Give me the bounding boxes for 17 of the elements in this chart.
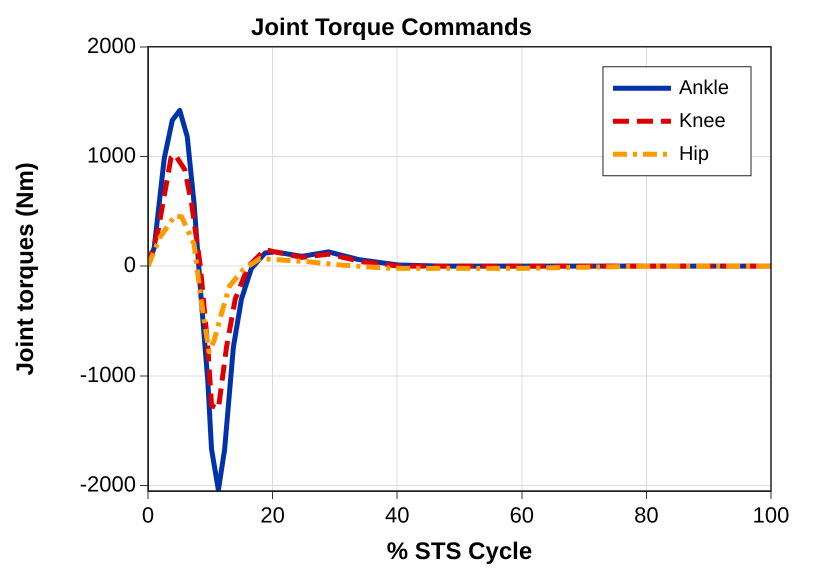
legend-label: Ankle — [678, 76, 729, 99]
x-tick-label: 80 — [634, 502, 659, 528]
y-tick-label: -1000 — [80, 362, 136, 387]
x-tick-label: 40 — [384, 502, 410, 528]
y-axis-title: Joint torques (Nm) — [12, 162, 40, 376]
y-tick-label: 1000 — [87, 142, 136, 168]
y-tick-label: 0 — [124, 252, 136, 278]
x-axis-title: % STS Cycle — [386, 538, 532, 566]
x-tick-label: 0 — [142, 502, 154, 528]
legend-label: Hip — [678, 142, 709, 165]
x-tick-label: 20 — [260, 502, 285, 528]
y-tick-label: -2000 — [80, 472, 136, 497]
chart-title: Joint Torque Commands — [251, 14, 532, 42]
y-tick-label: 2000 — [87, 32, 136, 58]
x-tick-label: 60 — [510, 502, 534, 528]
x-tick-label: 100 — [752, 502, 790, 528]
legend-label: Knee — [678, 110, 726, 132]
